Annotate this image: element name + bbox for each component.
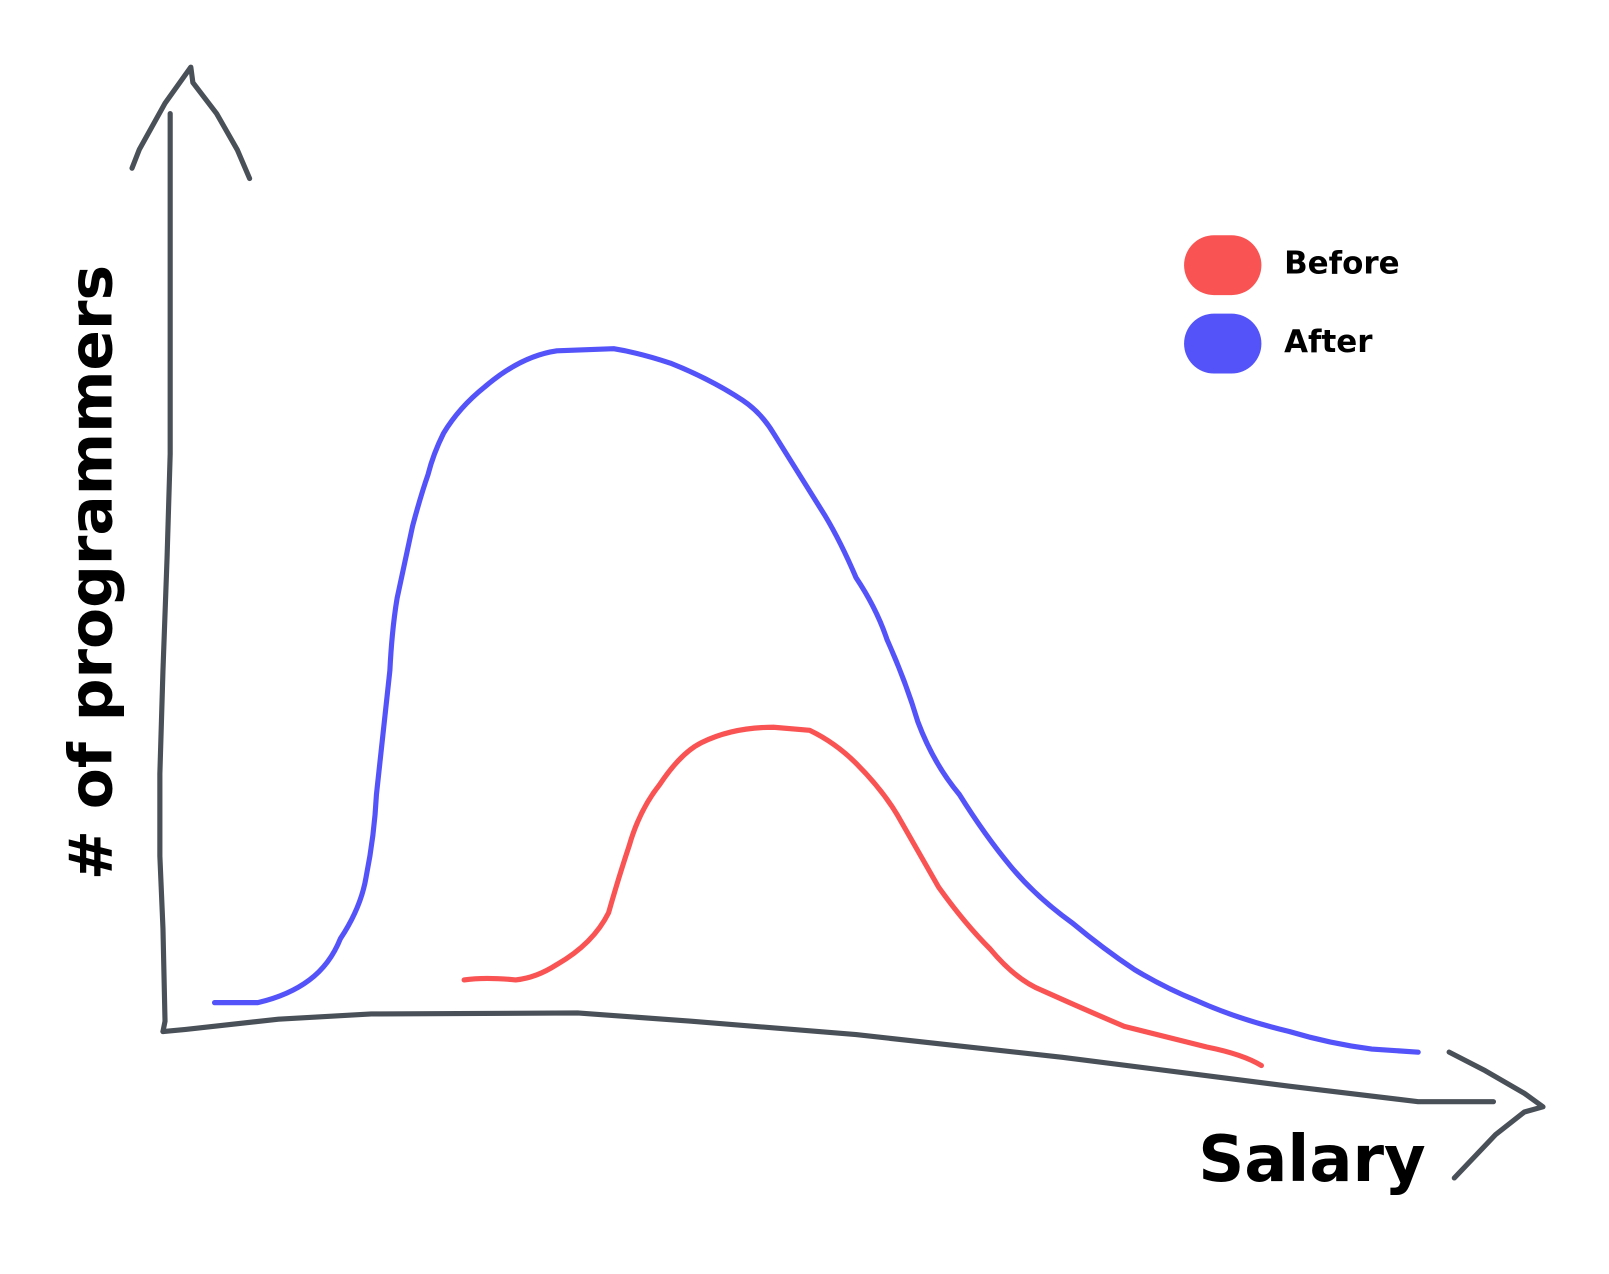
x-axis bbox=[160, 1010, 1497, 1105]
x-axis-label: Salary bbox=[1198, 1123, 1425, 1197]
legend-swatch bbox=[1184, 235, 1262, 296]
before-curve bbox=[461, 724, 1264, 1069]
after-curve bbox=[211, 346, 1421, 1055]
x-axis-arrow bbox=[1446, 1049, 1546, 1181]
legend-label: Before bbox=[1284, 246, 1400, 282]
y-axis-arrow bbox=[129, 64, 253, 182]
y-axis-label: # of programmers bbox=[56, 265, 126, 880]
legend-label: After bbox=[1284, 324, 1373, 360]
legend-swatch bbox=[1184, 313, 1262, 374]
y-axis bbox=[157, 110, 173, 1035]
